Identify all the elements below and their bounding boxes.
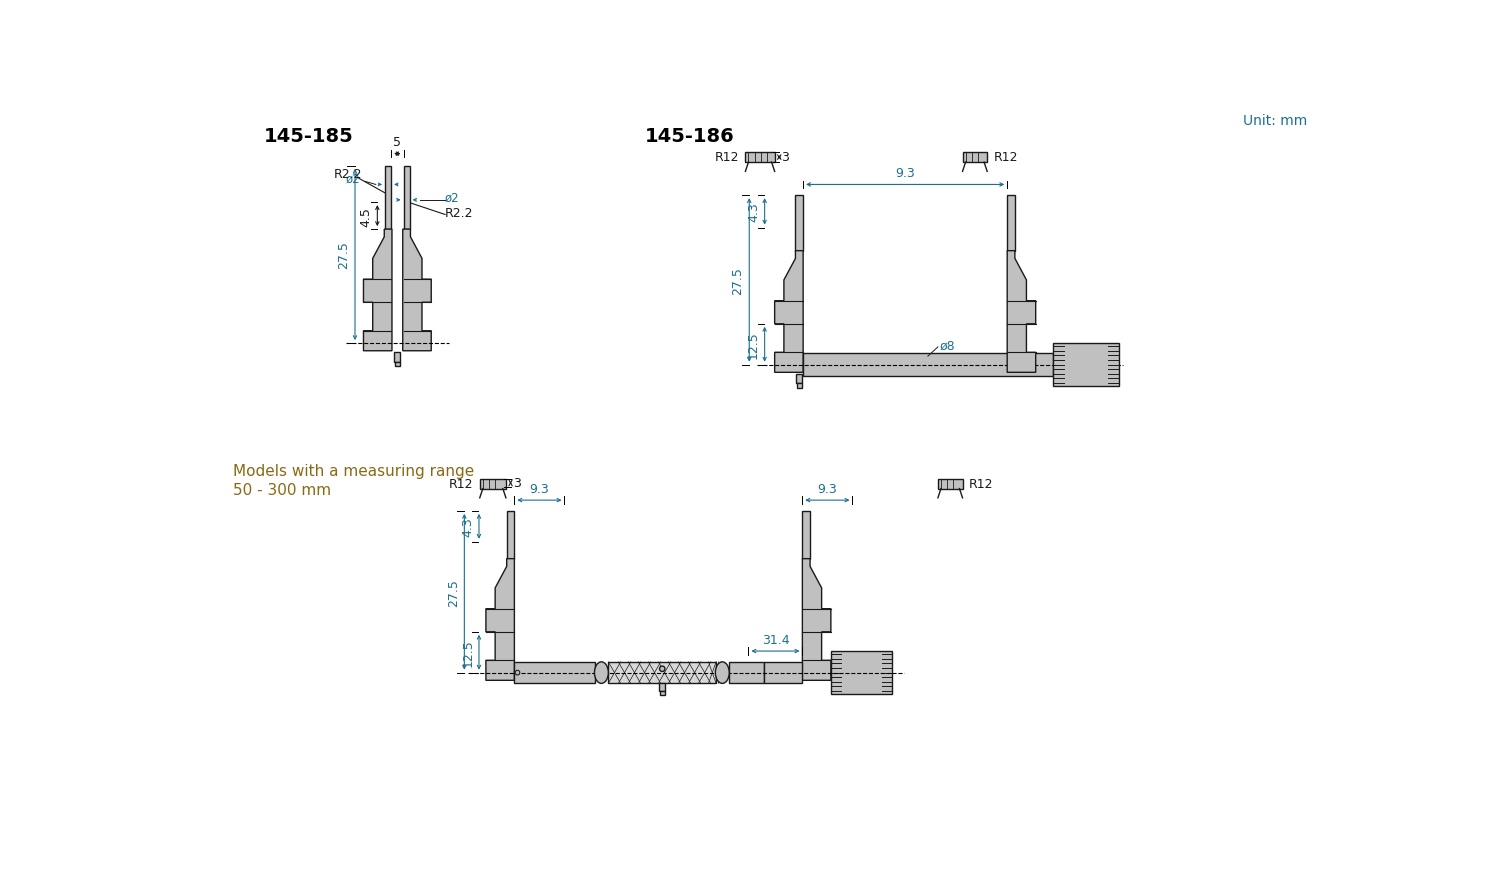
Bar [963, 153, 987, 163]
Text: 27.5: 27.5 [337, 241, 351, 269]
Bar [385, 167, 391, 230]
Polygon shape [364, 230, 392, 352]
Text: 3: 3 [512, 476, 521, 489]
Bar [506, 511, 514, 559]
Bar [514, 662, 595, 683]
Text: 50 - 300 mm: 50 - 300 mm [234, 482, 331, 497]
Ellipse shape [595, 662, 608, 683]
Text: 12.5: 12.5 [461, 638, 475, 667]
Text: R12: R12 [449, 477, 473, 490]
Text: ø2: ø2 [445, 191, 460, 204]
Text: 9.3: 9.3 [818, 482, 837, 496]
Text: 145-185: 145-185 [264, 126, 354, 146]
Bar [795, 196, 803, 252]
Text: Unit: mm: Unit: mm [1243, 114, 1308, 128]
Polygon shape [803, 559, 831, 681]
Text: 5: 5 [394, 136, 401, 149]
Text: 3: 3 [782, 151, 789, 164]
Bar [608, 662, 716, 683]
Bar [403, 167, 409, 230]
Text: ø8: ø8 [939, 339, 956, 353]
Bar [797, 374, 803, 383]
Text: 4.3: 4.3 [748, 203, 759, 222]
Bar [764, 662, 803, 683]
Bar [479, 479, 506, 489]
Text: 9.3: 9.3 [530, 482, 550, 496]
Text: R2.2: R2.2 [334, 168, 363, 181]
Circle shape [659, 667, 665, 672]
Bar [938, 479, 963, 489]
Bar [1007, 196, 1016, 252]
Text: R12: R12 [715, 151, 739, 164]
Bar [831, 652, 893, 695]
Text: R12: R12 [993, 151, 1017, 164]
Text: 145-186: 145-186 [646, 126, 736, 146]
Bar [1053, 344, 1119, 387]
Bar [395, 362, 400, 367]
Text: 9.3: 9.3 [896, 167, 915, 180]
Polygon shape [485, 559, 514, 681]
Polygon shape [774, 252, 803, 373]
Polygon shape [403, 230, 431, 352]
Bar [659, 683, 665, 691]
Text: 12.5: 12.5 [748, 331, 759, 359]
Bar [797, 383, 801, 389]
Text: ø2: ø2 [346, 173, 361, 186]
Bar [661, 691, 665, 695]
Text: 4.5: 4.5 [360, 206, 373, 226]
Bar [803, 511, 810, 559]
Text: R12: R12 [969, 477, 993, 490]
Bar [394, 353, 400, 362]
Polygon shape [1007, 252, 1035, 373]
Bar [730, 662, 764, 683]
Text: 31.4: 31.4 [761, 633, 789, 646]
Text: 27.5: 27.5 [731, 267, 745, 295]
Text: 27.5: 27.5 [446, 578, 460, 606]
Bar [803, 353, 1053, 377]
Ellipse shape [716, 662, 730, 683]
Text: Models with a measuring range: Models with a measuring range [234, 463, 475, 478]
Text: R2.2: R2.2 [445, 206, 473, 219]
Bar [746, 153, 774, 163]
Circle shape [515, 671, 520, 675]
Text: 4.3: 4.3 [461, 517, 475, 537]
